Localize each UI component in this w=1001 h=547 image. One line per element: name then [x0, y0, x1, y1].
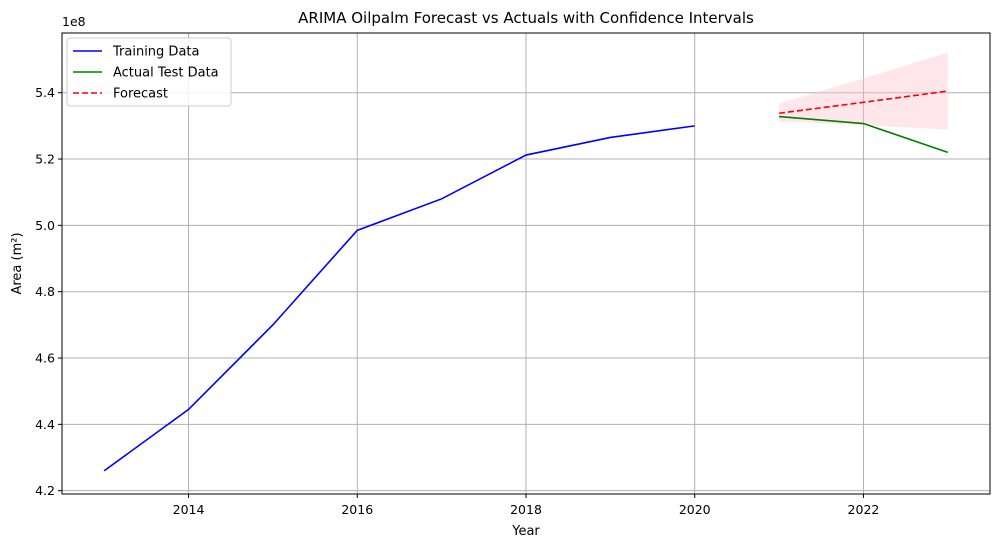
x-tick-label: 2014: [173, 502, 205, 517]
legend-frame: [66, 37, 232, 107]
x-tick-label: 2020: [679, 502, 711, 517]
series-line-2: [778, 90, 948, 115]
y-tick-label: 4.2: [35, 483, 55, 498]
y-tick-label: 5.2: [35, 152, 55, 167]
y-tick-label: 4.6: [35, 351, 55, 366]
confidence-interval-area: [779, 52, 948, 130]
y-tick-label: 4.4: [35, 417, 55, 432]
legend: Training Data Actual Test Data Forecast: [66, 37, 232, 107]
y-axis-label: Area (m²): [10, 232, 25, 294]
y-tick-label: 5.4: [35, 85, 55, 100]
series-line-0: [103, 125, 695, 472]
y-tick-label: 4.8: [35, 284, 55, 299]
grid-lines: [62, 33, 990, 494]
legend-label: Training Data: [112, 45, 199, 60]
chart-title: ARIMA Oilpalm Forecast vs Actuals with C…: [298, 9, 754, 27]
x-axis-ticks: 2014 2016 2018 2020 2022: [173, 494, 880, 517]
legend-label: Actual Test Data: [113, 66, 219, 81]
series-lines: [103, 90, 949, 472]
y-tick-label: 5.0: [35, 218, 55, 233]
x-tick-label: 2022: [848, 502, 880, 517]
confidence-interval-band: [779, 52, 948, 130]
x-tick-label: 2018: [510, 502, 542, 517]
x-axis-label: Year: [511, 524, 540, 539]
y-axis-ticks: 4.2 4.4 4.6 4.8 5.0 5.2 5.4: [35, 85, 62, 498]
y-axis-scale-label: 1e8: [62, 14, 86, 29]
legend-label: Forecast: [113, 87, 168, 102]
series-line-1: [779, 115, 949, 154]
x-tick-label: 2016: [341, 502, 373, 517]
